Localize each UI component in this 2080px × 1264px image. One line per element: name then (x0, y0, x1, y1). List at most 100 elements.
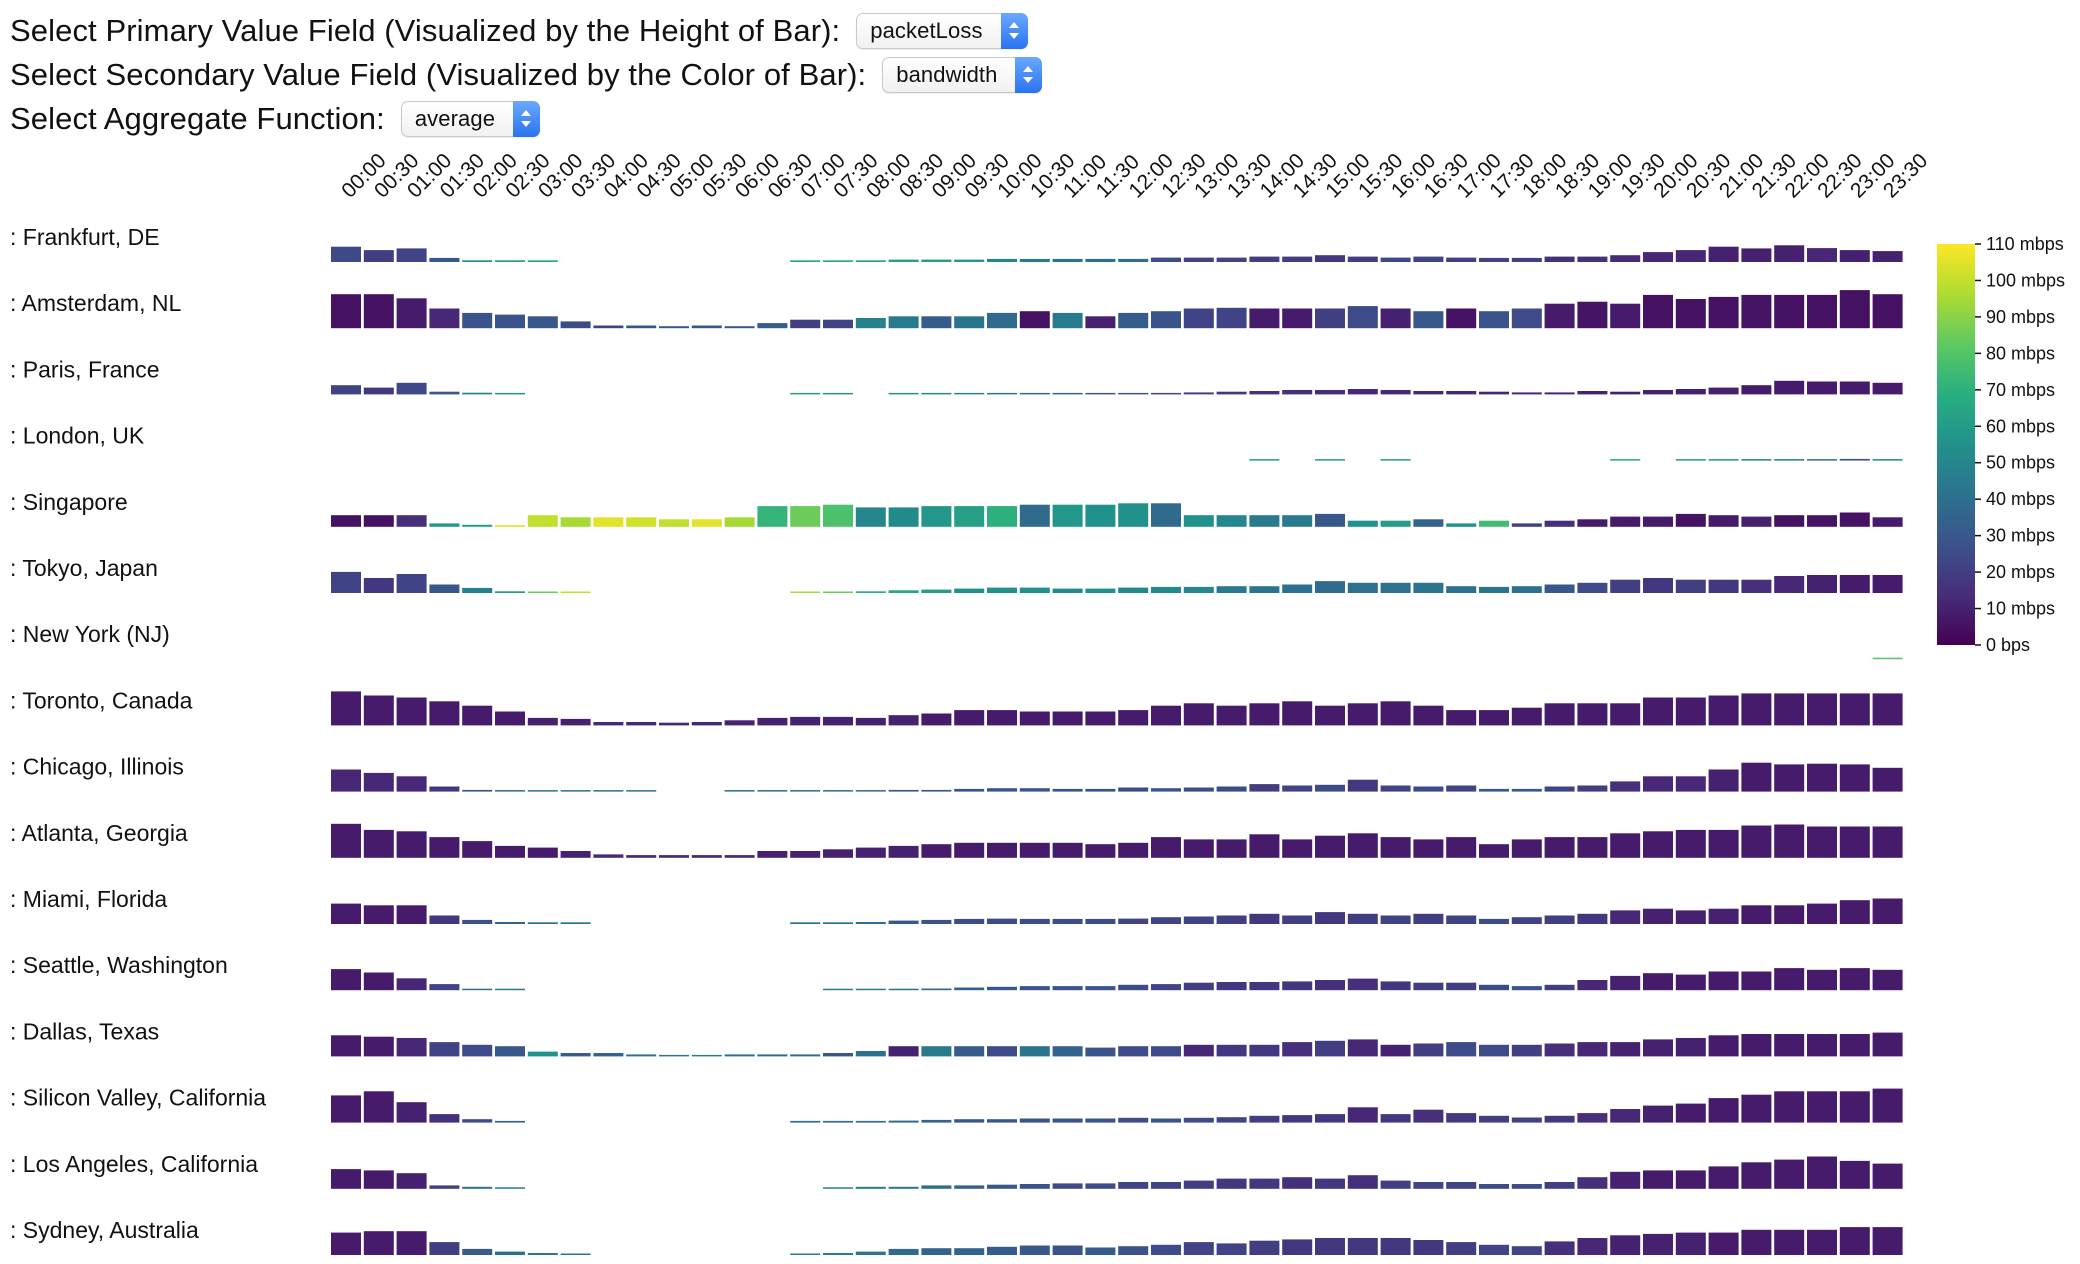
heatmap-bar[interactable] (363, 1170, 394, 1189)
heatmap-bar[interactable] (1282, 584, 1313, 594)
heatmap-bar[interactable] (593, 854, 624, 858)
heatmap-bar[interactable] (462, 1119, 493, 1123)
heatmap-bar[interactable] (527, 515, 558, 527)
heatmap-bar[interactable] (1511, 839, 1542, 858)
heatmap-bar[interactable] (1183, 982, 1214, 991)
heatmap-bar[interactable] (1019, 311, 1050, 329)
heatmap-bar[interactable] (1151, 586, 1181, 593)
heatmap-bar[interactable] (888, 590, 919, 593)
heatmap-bar[interactable] (987, 1046, 1017, 1057)
heatmap-bar[interactable] (1643, 776, 1673, 792)
heatmap-bar[interactable] (987, 587, 1017, 593)
heatmap-bar[interactable] (1216, 915, 1247, 925)
heatmap-bar[interactable] (527, 260, 558, 262)
heatmap-bar[interactable] (1151, 1182, 1181, 1189)
heatmap-bar[interactable] (1183, 839, 1214, 858)
heatmap-bar[interactable] (1282, 256, 1313, 262)
heatmap-bar[interactable] (1610, 975, 1641, 991)
heatmap-bar[interactable] (1085, 1118, 1116, 1123)
heatmap-bar[interactable] (1151, 257, 1181, 262)
heatmap-bar[interactable] (1577, 703, 1608, 726)
heatmap-bar[interactable] (1774, 380, 1805, 395)
heatmap-bar[interactable] (1544, 303, 1575, 329)
heatmap-bar[interactable] (1216, 1243, 1247, 1255)
heatmap-bar[interactable] (1380, 257, 1411, 262)
heatmap-bar[interactable] (1577, 301, 1608, 329)
heatmap-bar[interactable] (1511, 917, 1542, 924)
heatmap-bar[interactable] (1479, 788, 1509, 792)
heatmap-bar[interactable] (1446, 257, 1477, 262)
heatmap-bar[interactable] (1577, 1238, 1608, 1255)
heatmap-bar[interactable] (1315, 390, 1345, 395)
heatmap-bar[interactable] (626, 790, 657, 792)
heatmap-bar[interactable] (1675, 776, 1706, 792)
heatmap-bar[interactable] (462, 312, 493, 329)
heatmap-bar[interactable] (659, 855, 689, 858)
heatmap-bar[interactable] (1282, 1115, 1313, 1123)
heatmap-bar[interactable] (1839, 1227, 1870, 1255)
heatmap-bar[interactable] (1315, 980, 1345, 991)
heatmap-bar[interactable] (495, 1251, 525, 1255)
heatmap-bar[interactable] (626, 855, 657, 858)
heatmap-bar[interactable] (1872, 767, 1903, 792)
heatmap-bar[interactable] (396, 697, 427, 726)
heatmap-bar[interactable] (1839, 968, 1870, 991)
heatmap-bar[interactable] (1872, 969, 1903, 991)
heatmap-bar[interactable] (855, 507, 886, 527)
heatmap-bar[interactable] (1315, 784, 1345, 792)
heatmap-bar[interactable] (1151, 984, 1181, 991)
heatmap-bar[interactable] (1380, 308, 1411, 329)
heatmap-bar[interactable] (1675, 299, 1706, 329)
heatmap-bar[interactable] (1249, 982, 1280, 991)
heatmap-bar[interactable] (1610, 1171, 1641, 1189)
heatmap-bar[interactable] (1610, 910, 1641, 924)
heatmap-bar[interactable] (1315, 1238, 1345, 1255)
heatmap-bar[interactable] (1151, 311, 1181, 329)
heatmap-bar[interactable] (1544, 1043, 1575, 1057)
heatmap-bar[interactable] (921, 789, 952, 792)
heatmap-bar[interactable] (1380, 1180, 1411, 1189)
heatmap-bar[interactable] (429, 1242, 460, 1255)
heatmap-bar[interactable] (560, 1053, 591, 1057)
heatmap-bar[interactable] (855, 260, 886, 262)
heatmap-bar[interactable] (1249, 1044, 1280, 1057)
heatmap-bar[interactable] (462, 1186, 493, 1189)
heatmap-bar[interactable] (1872, 826, 1903, 858)
heatmap-bar[interactable] (1282, 1177, 1313, 1189)
heatmap-bar[interactable] (462, 260, 493, 262)
heatmap-bar[interactable] (987, 258, 1017, 262)
heatmap-bar[interactable] (1085, 258, 1116, 262)
heatmap-bar[interactable] (1479, 257, 1509, 262)
heatmap-bar[interactable] (495, 591, 525, 593)
heatmap-bar[interactable] (1577, 1042, 1608, 1057)
heatmap-bar[interactable] (1249, 784, 1280, 792)
heatmap-bar[interactable] (1872, 575, 1903, 593)
heatmap-bar[interactable] (331, 385, 361, 395)
heatmap-bar[interactable] (1151, 1244, 1181, 1255)
heatmap-bar[interactable] (1282, 1042, 1313, 1057)
heatmap-bar[interactable] (1577, 980, 1608, 991)
heatmap-bar[interactable] (1511, 257, 1542, 262)
heatmap-bar[interactable] (1118, 984, 1149, 991)
heatmap-bar[interactable] (1216, 307, 1247, 329)
heatmap-bar[interactable] (527, 1051, 558, 1057)
heatmap-bar[interactable] (429, 523, 460, 527)
heatmap-bar[interactable] (1839, 290, 1870, 329)
heatmap-bar[interactable] (1380, 1114, 1411, 1123)
heatmap-bar[interactable] (1118, 503, 1149, 527)
heatmap-bar[interactable] (1610, 303, 1641, 329)
heatmap-bar[interactable] (1708, 695, 1739, 726)
heatmap-bar[interactable] (691, 325, 722, 329)
heatmap-bar[interactable] (560, 718, 591, 726)
heatmap-bar[interactable] (1413, 519, 1444, 527)
heatmap-bar[interactable] (1380, 837, 1411, 858)
heatmap-bar[interactable] (527, 316, 558, 329)
heatmap-bar[interactable] (1249, 834, 1280, 858)
heatmap-bar[interactable] (954, 987, 985, 991)
heatmap-bar[interactable] (1249, 308, 1280, 329)
heatmap-bar[interactable] (462, 1248, 493, 1255)
heatmap-bar[interactable] (888, 715, 919, 726)
heatmap-bar[interactable] (495, 392, 525, 395)
heatmap-bar[interactable] (954, 1119, 985, 1123)
heatmap-bar[interactable] (495, 845, 525, 858)
